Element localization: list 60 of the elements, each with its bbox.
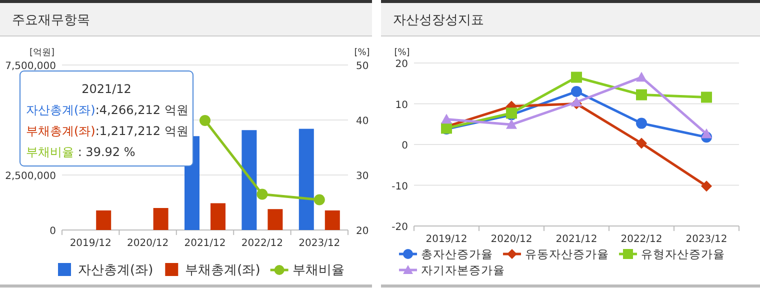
bar (242, 130, 257, 230)
annotation: 부채총계(좌):1,217,212 억원 (26, 124, 188, 138)
point (571, 86, 582, 98)
bar (268, 209, 283, 230)
point (701, 92, 712, 103)
point (636, 89, 647, 100)
point (636, 118, 647, 129)
y-tick-label: -10 (392, 181, 408, 192)
point (701, 128, 712, 138)
y2-tick-label: 50 (356, 61, 369, 72)
x-tick-label: 2019/12 (426, 234, 468, 245)
x-tick-label: 2020/12 (490, 234, 532, 245)
legend-label: 자기자본증가율 (421, 263, 505, 277)
legend-label: 부채비율 (292, 263, 344, 278)
bar (298, 128, 314, 230)
bar (153, 208, 168, 230)
point (571, 72, 582, 83)
y-tick-label: 7,500,000 (5, 61, 56, 72)
legend-label: 유형자산증가율 (641, 247, 725, 261)
y-tick-label: 10 (395, 100, 408, 111)
x-tick-label: 2019/12 (70, 238, 112, 249)
y-tick-label: -20 (392, 222, 408, 233)
y2-tick-label: 30 (356, 171, 369, 182)
y-axis-title: [%] (394, 48, 410, 58)
point (636, 138, 647, 149)
y2-axis-title: [%] (354, 48, 370, 58)
y-tick-label: 20 (395, 59, 408, 70)
y-tick-label: 0 (50, 226, 56, 237)
x-tick-label: 2021/12 (184, 238, 226, 249)
legend-label: 부채총계(좌) (185, 263, 260, 278)
point (636, 72, 647, 82)
bar (324, 210, 340, 230)
chart-title: 자산성장성지표 (393, 13, 484, 28)
point (200, 114, 210, 126)
x-tick-label: 2021/12 (556, 234, 598, 245)
x-tick-label: 2023/12 (686, 234, 728, 245)
point (701, 180, 712, 192)
annotation: 자산총계(좌):4,266,212 억원 (26, 103, 188, 117)
x-tick-label: 2022/12 (620, 234, 662, 245)
y-tick-label: 2,500,000 (5, 171, 56, 182)
chart-title: 주요재무항목 (12, 13, 90, 28)
point (441, 114, 452, 124)
bar (96, 210, 112, 230)
legend-label: 자산총계(좌) (78, 263, 154, 278)
y-axis-title: [억원] (29, 48, 55, 58)
point (506, 119, 517, 129)
annotation: 2021/12 (82, 82, 132, 96)
x-tick-label: 2020/12 (127, 238, 169, 249)
legend-label: 총자산증가율 (421, 247, 493, 261)
annotation: 부채비율 : 39.92 % (26, 145, 136, 159)
bar (210, 203, 226, 230)
point (571, 96, 582, 107)
x-tick-label: 2022/12 (241, 238, 283, 249)
y2-tick-label: 20 (356, 226, 369, 237)
point (314, 194, 325, 206)
y2-tick-label: 40 (356, 116, 369, 127)
y-tick-label: 0 (402, 140, 408, 152)
x-tick-label: 2023/12 (298, 238, 340, 249)
legend-label: 유동자산증가율 (525, 247, 609, 261)
point (256, 188, 268, 200)
